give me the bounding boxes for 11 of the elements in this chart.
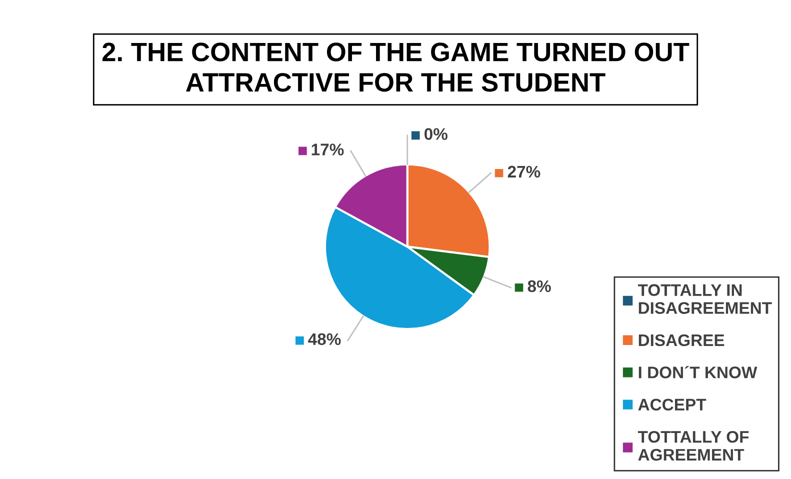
legend-label: TOTTALLY OF AGREEMENT [638,430,749,461]
legend-label: TOTTALLY IN DISAGREEMENT [638,284,772,314]
data-label: 17% [312,144,344,156]
legend-label: DISAGREE [638,334,724,346]
legend-label: ACCEPT [638,398,706,411]
legend-label: I DON´T KNOW [638,366,758,378]
data-label: 48% [308,333,341,346]
chart-title: 2. THE CONTENT OF THE GAME TURNED OUT ATTRACTIVE FOR THE STUDENT [102,42,690,92]
data-label: 8% [528,280,551,292]
data-label: 27% [508,166,540,178]
text: 0% [424,128,448,140]
